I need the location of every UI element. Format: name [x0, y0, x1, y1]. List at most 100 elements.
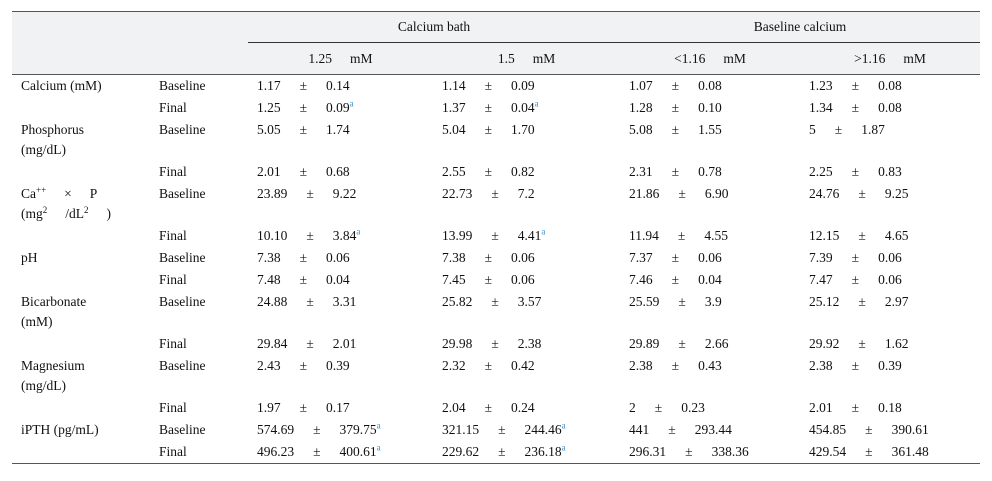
blank-header: [12, 12, 248, 43]
parameter-line: (mg2/dL2): [21, 204, 150, 224]
mean: 25.82: [442, 294, 473, 309]
value-cell: 21.86 ±6.90: [620, 183, 800, 225]
table-row: Ca++ × P (mg2/dL2) Baseline 23.89 ±9.22 22.73 ±7…: [12, 183, 980, 225]
sd: 0.09: [326, 100, 350, 115]
mean: 429.54: [809, 444, 847, 459]
plus-minus: ±: [484, 250, 493, 265]
mean: 496.23: [257, 444, 295, 459]
value-cell: 1.07 ±0.08: [620, 75, 800, 98]
mean: 574.69: [257, 422, 295, 437]
plus-minus: ±: [313, 444, 321, 459]
plus-minus: ±: [671, 100, 680, 115]
mean: 7.39: [809, 250, 833, 265]
mean: 1.28: [629, 100, 653, 115]
plus-minus: ±: [851, 272, 860, 287]
value-cell: 7.38 ±0.06: [248, 247, 433, 269]
value-cell: 1.37 ±0.04a: [433, 97, 620, 119]
sd: 361.48: [891, 444, 929, 459]
sd: 0.24: [511, 400, 535, 415]
time-cell: Final: [159, 336, 187, 351]
value-cell: 25.59 ±3.9: [620, 291, 800, 333]
footnote-mark: a: [376, 420, 381, 431]
table-row: Calcium (mM) Baseline 1.17 ±0.14 1.14 ±0.09 1.…: [12, 75, 980, 98]
parameter-cell: [12, 161, 150, 183]
time-cell: Final: [159, 444, 187, 459]
footnote-mark: a: [376, 442, 381, 453]
sd: 3.9: [704, 294, 722, 309]
parameter-text: ×: [64, 186, 72, 201]
parameter-line: (mM): [21, 312, 150, 332]
group-header: Calcium bath: [248, 11, 621, 43]
mean: 2.43: [257, 358, 281, 373]
plus-minus: ±: [858, 294, 866, 309]
plus-minus: ±: [299, 122, 308, 137]
value-cell: 23.89 ±9.22: [248, 183, 433, 225]
sd: 3.57: [517, 294, 542, 309]
sub-header-unit: mM: [350, 50, 373, 66]
footnote-mark: a: [541, 226, 546, 237]
value-cell: 22.73 ±7.2: [433, 183, 620, 225]
value-cell: 1.25 ±0.09a: [248, 97, 433, 119]
sd: 0.08: [878, 100, 902, 115]
sd: 1.87: [861, 122, 885, 137]
parameter-cell: [12, 333, 150, 355]
value-cell: 2.38 ±0.43: [620, 355, 800, 397]
mean: 321.15: [442, 422, 480, 437]
parameter-text: Ca: [21, 186, 36, 201]
mean: 22.73: [442, 186, 473, 201]
parameter-line: Phosphorus: [21, 120, 150, 140]
parameter-cell: [12, 269, 150, 291]
sub-header: <1.16 mM: [620, 43, 800, 75]
sd: 244.46: [524, 422, 562, 437]
plus-minus: ±: [299, 164, 308, 179]
sub-header-value: 1.5: [497, 50, 515, 66]
sd: 0.04: [326, 272, 350, 287]
plus-minus: ±: [671, 250, 680, 265]
plus-minus: ±: [491, 186, 499, 201]
table-header: Calcium bath Baseline calcium 1.25 mM 1.5 m…: [12, 11, 981, 75]
sd: 3.84: [332, 228, 357, 243]
plus-minus: ±: [858, 228, 866, 243]
sd: 0.68: [326, 164, 350, 179]
plus-minus: ±: [484, 400, 493, 415]
value-cell: 5.08 ±1.55: [620, 119, 800, 161]
sd: 0.83: [878, 164, 902, 179]
mean: 5: [809, 122, 816, 137]
plus-minus: ±: [306, 336, 314, 351]
parameter-line: (mg/dL): [21, 376, 150, 396]
sd: 0.04: [698, 272, 722, 287]
parameter-line: (mg/dL): [21, 140, 150, 160]
mean: 2.55: [442, 164, 466, 179]
mean: 1.25: [257, 100, 281, 115]
table-row: Magnesium (mg/dL) Baseline 2.43 ±0.39 2.32 ±0.…: [12, 355, 980, 397]
parameter-text: (mg/dL): [21, 378, 66, 393]
parameter-cell: Phosphorus (mg/dL): [12, 119, 150, 161]
plus-minus: ±: [299, 78, 308, 93]
plus-minus: ±: [671, 358, 680, 373]
plus-minus: ±: [668, 422, 676, 437]
mean: 2.31: [629, 164, 653, 179]
plus-minus: ±: [851, 100, 860, 115]
mean: 12.15: [809, 228, 840, 243]
plus-minus: ±: [851, 250, 860, 265]
parameter-cell: [12, 397, 150, 419]
parameter-text: P: [89, 186, 98, 201]
mean: 1.23: [809, 78, 833, 93]
sd: 0.08: [878, 78, 902, 93]
superscript: ++: [36, 184, 47, 195]
parameter-cell: Ca++ × P (mg2/dL2): [12, 183, 150, 225]
value-cell: 29.98 ±2.38: [433, 333, 620, 355]
data-table: Calcium bath Baseline calcium 1.25 mM 1.5 m…: [12, 11, 981, 464]
sub-header: 1.5 mM: [433, 43, 620, 75]
plus-minus: ±: [851, 358, 860, 373]
plus-minus: ±: [498, 422, 506, 437]
group-header-row: Calcium bath Baseline calcium: [12, 11, 981, 43]
plus-minus: ±: [306, 228, 314, 243]
sd: 379.75: [339, 422, 377, 437]
value-cell: 2.01 ±0.18: [800, 397, 980, 419]
time-cell: Final: [159, 164, 187, 179]
time-cell: Baseline: [159, 186, 206, 201]
sd: 9.22: [332, 186, 357, 201]
plus-minus: ±: [677, 228, 686, 243]
sd: 0.17: [326, 400, 350, 415]
